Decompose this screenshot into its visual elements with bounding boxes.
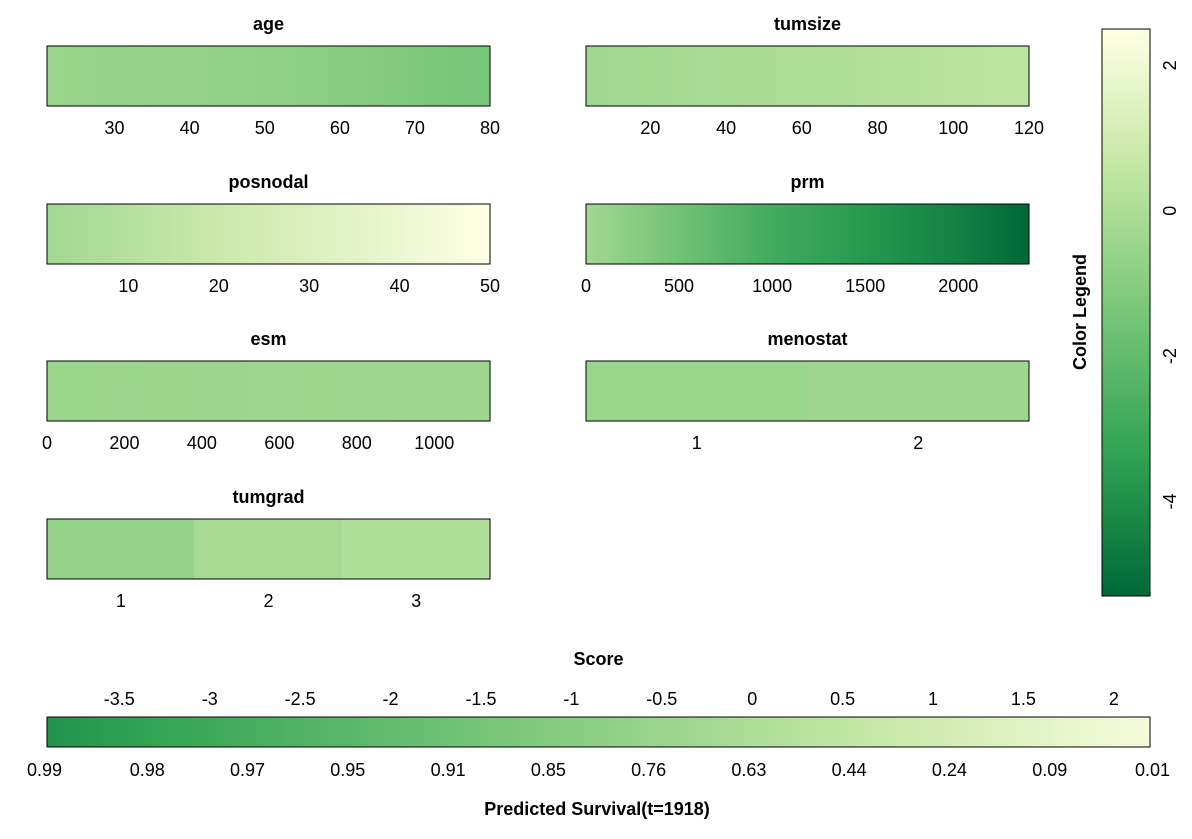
legend-tick-label: -4: [1160, 493, 1180, 509]
panel-title: tumgrad: [233, 487, 305, 507]
panel-color-strip: [585, 45, 1030, 107]
survival-tick-label: 0.01: [1135, 760, 1170, 780]
tick-label: 50: [255, 118, 275, 138]
tick-label: 400: [187, 433, 217, 453]
panel-tumsize: tumsize 20 40 60 80 100 120: [585, 14, 1044, 138]
tick-label: 10: [118, 276, 138, 296]
tick-label: 3: [411, 591, 421, 611]
panel-esm: esm 0 200 400 600 800 1000: [42, 329, 491, 453]
tick-label: 50: [480, 276, 500, 296]
category-cell-2: [194, 519, 343, 579]
score-tick-label: 0: [747, 689, 757, 709]
score-tick-label: -3: [202, 689, 218, 709]
panel-posnodal: posnodal 10 20 30 40 50: [46, 172, 500, 296]
survival-axis-label: Predicted Survival(t=1918): [484, 799, 710, 819]
survival-tick-label: 0.44: [832, 760, 867, 780]
panel-color-strip: [585, 203, 1030, 265]
category-cell-1: [586, 361, 808, 421]
legend-tick-label: 0: [1160, 206, 1180, 216]
panel-color-strip: [46, 360, 491, 422]
score-tick-label: -1.5: [465, 689, 496, 709]
tick-label: 120: [1014, 118, 1044, 138]
score-tick-label: -2: [383, 689, 399, 709]
score-bar-title: Score: [573, 649, 623, 669]
tick-label: 40: [390, 276, 410, 296]
tick-label: 1500: [845, 276, 885, 296]
tick-label: 200: [109, 433, 139, 453]
score-tick-label: -0.5: [646, 689, 677, 709]
panel-color-strip: [46, 45, 491, 107]
tick-label: 0: [42, 433, 52, 453]
panel-color-strip: [46, 203, 491, 265]
survival-tick-label: 0.24: [932, 760, 967, 780]
color-legend: 2 0 -2 -4 Color Legend: [1070, 28, 1180, 597]
tick-label: 800: [342, 433, 372, 453]
panel-title: posnodal: [229, 172, 309, 192]
panel-title: tumsize: [774, 14, 841, 34]
tick-label: 40: [716, 118, 736, 138]
tick-label: 30: [105, 118, 125, 138]
panel-border: [46, 518, 491, 580]
score-tick-label: 1.5: [1011, 689, 1036, 709]
score-tick-label: 0.5: [830, 689, 855, 709]
survival-tick-label: 0.98: [130, 760, 165, 780]
panel-title: menostat: [767, 329, 847, 349]
survival-tick-label: 0.09: [1032, 760, 1067, 780]
survival-tick-label: 0.85: [531, 760, 566, 780]
tick-label: 60: [330, 118, 350, 138]
tick-label: 0: [581, 276, 591, 296]
tick-label: 70: [405, 118, 425, 138]
panel-prm: prm 0 500 1000 1500 2000: [581, 172, 1030, 296]
tick-label: 40: [180, 118, 200, 138]
tick-label: 30: [299, 276, 319, 296]
legend-tick-label: -2: [1160, 348, 1180, 364]
survival-tick-label: 0.76: [631, 760, 666, 780]
tick-label: 2: [263, 591, 273, 611]
survival-tick-label: 0.97: [230, 760, 265, 780]
tick-label: 1: [692, 433, 702, 453]
tick-label: 2: [913, 433, 923, 453]
tick-label: 20: [640, 118, 660, 138]
survival-tick-label: 0.91: [431, 760, 466, 780]
category-cell-3: [342, 519, 490, 579]
score-color-bar: [46, 716, 1151, 748]
tick-label: 100: [938, 118, 968, 138]
tick-label: 1: [116, 591, 126, 611]
tick-label: 2000: [938, 276, 978, 296]
legend-title: Color Legend: [1070, 254, 1090, 370]
panel-age: age 30 40 50 60 70 80: [46, 14, 500, 138]
category-cell-1: [47, 519, 195, 579]
score-tick-label: 2: [1109, 689, 1119, 709]
category-cell-2: [807, 361, 1029, 421]
panel-menostat: menostat 1 2: [585, 329, 1030, 453]
tick-label: 20: [209, 276, 229, 296]
tick-label: 80: [868, 118, 888, 138]
legend-color-bar: [1101, 28, 1151, 597]
panel-title: age: [253, 14, 284, 34]
panel-border: [585, 360, 1030, 422]
score-tick-label: -3.5: [104, 689, 135, 709]
tick-label: 60: [792, 118, 812, 138]
legend-tick-label: 2: [1160, 60, 1180, 70]
tick-label: 500: [664, 276, 694, 296]
tick-label: 600: [264, 433, 294, 453]
score-tick-label: -2.5: [285, 689, 316, 709]
panel-title: esm: [250, 329, 286, 349]
tick-label: 80: [480, 118, 500, 138]
survival-tick-label: 0.95: [330, 760, 365, 780]
score-tick-label: 1: [928, 689, 938, 709]
survival-tick-label: 0.63: [731, 760, 766, 780]
tick-label: 1000: [752, 276, 792, 296]
survival-tick-label: 0.99: [27, 760, 62, 780]
score-bar: Score -3.5 -3 -2.5 -2 -1.5 -1 -0.5 0 0.5 1 1.5 2 0.99…: [27, 649, 1170, 819]
panel-tumgrad: tumgrad 1 2 3: [46, 487, 491, 611]
panel-title: prm: [790, 172, 824, 192]
tick-label: 1000: [414, 433, 454, 453]
score-tick-label: -1: [563, 689, 579, 709]
